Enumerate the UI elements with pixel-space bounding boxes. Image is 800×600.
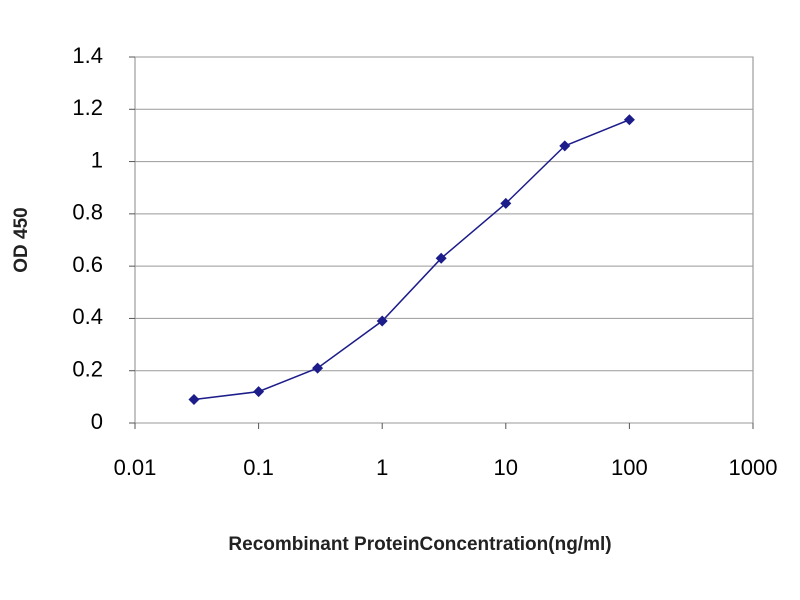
x-tick-label: 0.01	[114, 455, 157, 480]
y-axis-title: OD 450	[11, 207, 32, 272]
x-tick-label: 0.1	[243, 455, 274, 480]
y-tick-label: 1.4	[72, 43, 103, 68]
y-tick-label: 0.8	[72, 200, 103, 225]
x-tick-label: 1	[376, 455, 388, 480]
x-tick-label: 100	[611, 455, 648, 480]
data-point	[435, 252, 447, 264]
data-line	[193, 119, 630, 401]
y-tick-label: 1	[91, 147, 103, 172]
x-tick-label: 10	[494, 455, 518, 480]
data-point	[376, 315, 388, 327]
y-tick-label: 0.2	[72, 357, 103, 382]
data-point	[188, 393, 200, 405]
y-tick-label: 0.6	[72, 252, 103, 277]
y-tick-label: 0.4	[72, 304, 103, 329]
y-tick-label: 0	[91, 409, 103, 434]
plot-area	[134, 56, 754, 424]
x-axis-title: Recombinant ProteinConcentration(ng/ml)	[228, 534, 611, 555]
x-tick-label: 1000	[729, 455, 778, 480]
data-point	[559, 140, 571, 152]
data-point	[312, 362, 324, 374]
data-point	[253, 386, 265, 398]
y-tick-label: 1.2	[72, 95, 103, 120]
data-point	[500, 197, 512, 209]
data-point	[623, 114, 635, 126]
